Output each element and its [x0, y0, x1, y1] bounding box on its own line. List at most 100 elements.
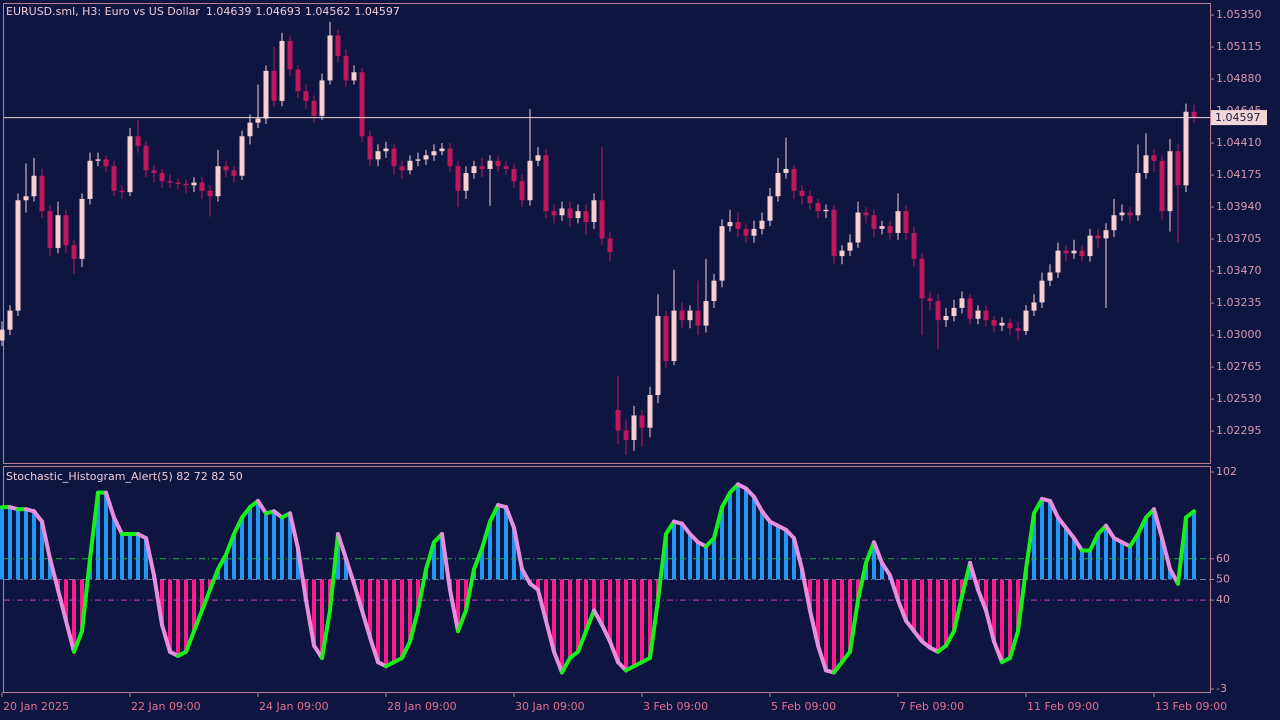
- signal-segment: [880, 560, 892, 578]
- signal-segment: [1160, 536, 1172, 572]
- signal-segment: [1056, 515, 1068, 530]
- y-tick-label: 1.03705: [1216, 232, 1262, 245]
- y-tick-label: 102: [1216, 465, 1237, 478]
- candle-body: [1143, 155, 1149, 174]
- candle-body: [311, 100, 317, 116]
- histogram-bar: [1032, 513, 1036, 580]
- histogram-bar: [520, 569, 524, 580]
- signal-segment: [408, 608, 420, 644]
- histogram-bar: [1056, 517, 1060, 580]
- signal-segment: [464, 567, 476, 613]
- signal-segment: [1184, 509, 1196, 520]
- histogram-bar: [8, 507, 12, 580]
- candle-body: [375, 151, 381, 160]
- candle-body: [1191, 111, 1197, 118]
- candle-body: [815, 202, 821, 212]
- histogram-bar: [1192, 511, 1196, 580]
- signal-segment: [104, 490, 116, 520]
- histogram-bar: [664, 534, 668, 580]
- candle-body: [207, 190, 213, 197]
- candle-body: [1087, 235, 1093, 257]
- candle-body: [503, 166, 509, 169]
- candle-body: [791, 168, 797, 191]
- y-tick-label: 1.05350: [1216, 8, 1262, 21]
- signal-segment: [200, 587, 212, 613]
- y-tick-label: 1.02295: [1216, 424, 1262, 437]
- histogram-bar: [296, 548, 300, 580]
- candle-body: [639, 415, 645, 428]
- histogram-bar: [848, 579, 852, 652]
- candle-body: [199, 182, 205, 191]
- histogram-bar: [624, 579, 628, 671]
- last-low: 1.04562: [305, 5, 351, 18]
- candle-body: [399, 166, 405, 171]
- histogram-bar: [248, 507, 252, 580]
- candle-body: [415, 159, 421, 161]
- signal-segment: [664, 519, 676, 536]
- histogram-bar: [456, 579, 460, 632]
- candle-body: [327, 35, 333, 81]
- signal-segment: [240, 505, 252, 520]
- signal-segment: [152, 573, 164, 627]
- candle-body: [479, 166, 485, 169]
- candle-body: [727, 222, 733, 227]
- histogram-bar: [600, 579, 604, 625]
- signal-segment: [1032, 496, 1044, 516]
- signal-segment: [512, 525, 524, 572]
- candle-body: [631, 415, 637, 440]
- signal-segment: [960, 560, 972, 598]
- histogram-bar: [288, 513, 292, 580]
- histogram-bar: [688, 534, 692, 580]
- y-tick-label: 1.03940: [1216, 200, 1262, 213]
- y-tick-label: 1.02765: [1216, 360, 1262, 373]
- candle-body: [1047, 272, 1053, 281]
- histogram-bar: [176, 579, 180, 656]
- signal-segment: [416, 567, 428, 613]
- signal-segment: [472, 546, 484, 572]
- histogram-bar: [480, 548, 484, 580]
- histogram-bar: [952, 579, 956, 632]
- candle-body: [543, 155, 549, 212]
- candle-body: [935, 301, 941, 321]
- candle-body: [975, 310, 981, 319]
- candle-body: [351, 72, 357, 81]
- candle-body: [287, 40, 293, 70]
- candle-body: [967, 298, 973, 319]
- histogram-bar: [312, 579, 316, 646]
- signal-segment: [720, 490, 732, 510]
- signal-segment: [64, 618, 76, 654]
- candle-body: [255, 118, 261, 123]
- signal-segment: [1016, 567, 1028, 634]
- candle-body: [911, 232, 917, 259]
- candle-body: [151, 170, 157, 174]
- histogram-bar: [784, 529, 788, 580]
- histogram-bar: [264, 513, 268, 580]
- signal-segment: [888, 573, 900, 603]
- signal-segment: [912, 629, 924, 644]
- signal-segment: [592, 608, 604, 627]
- candle-body: [991, 320, 997, 326]
- histogram-bar: [112, 517, 116, 580]
- candle-body: [439, 148, 445, 152]
- candle-body: [807, 196, 813, 203]
- candle-body: [1159, 160, 1165, 212]
- candle-body: [463, 173, 469, 191]
- candle-body: [759, 220, 765, 229]
- candle-body: [919, 258, 925, 299]
- histogram-bar: [336, 534, 340, 580]
- candle-body: [167, 181, 173, 183]
- histogram-bar: [1016, 579, 1020, 632]
- indicator-title: Stochastic_Histogram_Alert(5) 82 72 82 5…: [6, 470, 243, 483]
- candle-body: [1031, 302, 1037, 311]
- signal-segment: [1176, 515, 1188, 586]
- signal-segment: [1064, 525, 1076, 541]
- candle-body: [1119, 212, 1125, 216]
- candle-body: [1063, 250, 1069, 254]
- candle-body: [183, 183, 189, 186]
- x-tick-label: 28 Jan 09:00: [387, 700, 457, 713]
- last-high: 1.04693: [255, 5, 301, 18]
- signal-segment: [576, 629, 588, 654]
- candle-body: [575, 211, 581, 218]
- histogram-bar: [928, 579, 932, 648]
